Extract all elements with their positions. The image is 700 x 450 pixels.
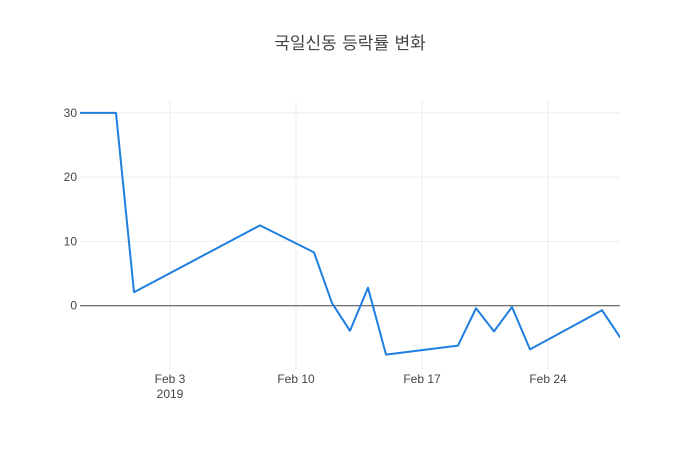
chart-title: 국일신동 등락률 변화 (274, 34, 426, 54)
y-tick-label: 20 (64, 170, 78, 184)
series-group (80, 111, 620, 356)
x-tick-label: Feb 24 (529, 372, 567, 386)
y-tick-label: 10 (64, 234, 78, 248)
series-line (80, 111, 620, 356)
y-tick-label: 0 (70, 299, 77, 313)
y-tick-label: 30 (64, 106, 78, 120)
y-axis: 0 10 20 30 (64, 106, 78, 313)
x-tick-label: Feb 17 (403, 372, 441, 386)
x-tick-label: Feb 10 (277, 372, 315, 386)
x-tick-sublabel: 2019 (157, 387, 184, 401)
gridlines (80, 100, 620, 370)
x-tick-label: Feb 3 (155, 372, 186, 386)
